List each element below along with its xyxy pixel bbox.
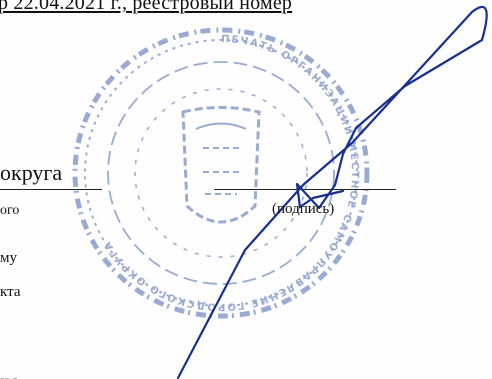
bottom-fragment: -- - bbox=[0, 371, 18, 379]
registry-line: р 22.04.2021 г., реестровый номер bbox=[0, 0, 293, 14]
text-fragment-1: му bbox=[0, 250, 17, 266]
signature-rule bbox=[214, 189, 396, 190]
left-rule bbox=[0, 189, 102, 190]
signature-caption: (подпись) bbox=[272, 201, 335, 217]
district-word: округа bbox=[0, 160, 63, 185]
position-fragment: ого bbox=[0, 203, 20, 218]
text-fragment-2: кта bbox=[0, 284, 21, 300]
